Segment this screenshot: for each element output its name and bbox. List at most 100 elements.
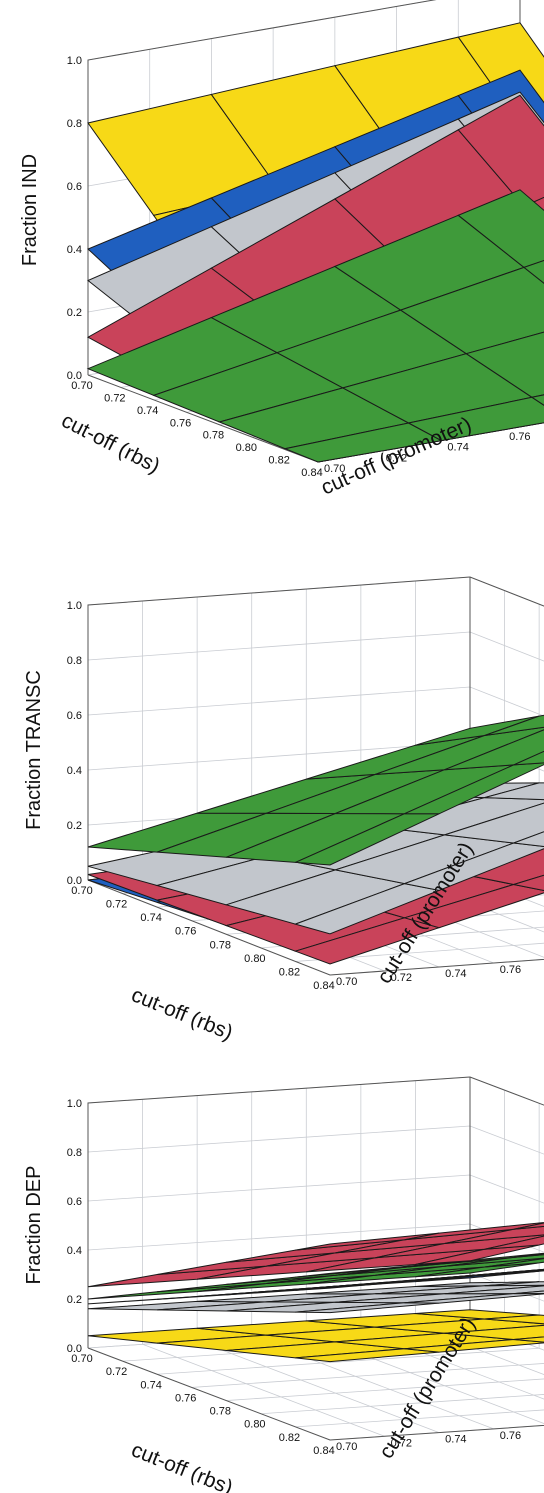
wall-grid-line [87,631,544,662]
y-tick-label: 0.0 [67,370,82,382]
rbs-tick-label: 0.80 [236,442,257,454]
surface-patch [513,1268,544,1273]
floor-grid-line [295,942,544,962]
surface-patch [513,750,544,766]
y-tick-label: 0.6 [67,710,82,722]
surface-patch [513,1252,544,1258]
rbs-tick-label: 0.76 [175,1392,196,1404]
y-tick-label: 0.2 [67,1294,82,1306]
y-tick-label: 0.8 [67,1147,82,1159]
promoter-tick-label: 0.72 [386,452,407,464]
chart-fraction-transc: 1.00.80.60.40.20.00.700.720.740.760.780.… [23,576,544,1045]
rbs-tick-label: 0.82 [279,966,300,978]
surface-patch [522,259,544,284]
rbs-tick-label: 0.76 [170,417,191,429]
surface-patch [484,1258,544,1268]
rbs-tick-label: 0.84 [301,467,322,479]
promoter-tick-label: 0.72 [391,1437,412,1449]
promoter-tick-label: 0.76 [500,964,521,976]
promoter-tick-label: 0.74 [445,1434,466,1446]
rbs-tick-label: 0.84 [313,1445,334,1457]
surface-patch [484,714,544,736]
surface-patch [444,729,544,771]
surface-patch [530,394,544,406]
surface-yellow [87,1309,544,1363]
surface-patch [404,1268,544,1282]
surface-patch [513,874,544,892]
rbs-tick-label: 0.78 [210,939,231,951]
wall-grid-line [87,1125,544,1155]
y-axis-title: Fraction TRANSC [23,670,45,830]
surface-patch [513,1290,544,1295]
rbs-tick-label: 0.74 [140,912,161,924]
floor-grid-line [197,1340,440,1433]
surface-patch [375,1318,544,1334]
surface-patch [465,331,544,398]
y-tick-label: 0.6 [67,1196,82,1208]
rbs-tick-label: 0.82 [279,1432,300,1444]
surface-patch [404,1293,544,1304]
y-tick-label: 1.0 [67,55,82,67]
promoter-tick-label: 0.74 [447,442,468,454]
rbs-tick-label: 0.74 [137,405,158,417]
rbs-axis-title: cut-off (rbs) [128,983,236,1044]
y-tick-label: 0.8 [67,118,82,130]
surface-patch [375,1284,544,1295]
chart-fraction-dep: 1.00.80.60.40.20.00.700.720.740.760.780.… [23,1076,544,1493]
surface-patch [404,1222,544,1241]
axis-frame [87,576,544,976]
y-tick-label: 0.4 [67,244,82,256]
promoter-tick-label: 0.72 [391,972,412,984]
surface-blue [87,1268,544,1305]
promoter-tick-label: 0.70 [336,1441,357,1453]
surface-green [86,189,544,463]
rbs-tick-label: 0.84 [313,980,334,992]
rbs-tick-label: 0.72 [104,392,125,404]
rbs-tick-label: 0.78 [203,430,224,442]
surface-patch [444,802,544,844]
y-tick-label: 0.8 [67,655,82,667]
y-tick-label: 1.0 [67,600,82,612]
surface-patch [444,1285,544,1295]
rbs-tick-label: 0.70 [71,380,92,392]
floor-grid-line [295,1409,544,1428]
rbs-axis-title: cut-off (rbs) [128,1438,236,1493]
surface-patch [513,1336,544,1343]
surface-patch [404,1338,544,1353]
rbs-tick-label: 0.70 [71,1353,92,1365]
surface-patch [404,762,544,815]
wall-grid-line [87,1076,544,1106]
surface-patch [444,1324,544,1341]
surface-gray [87,782,544,935]
surface-patch [402,883,544,929]
rbs-tick-label: 0.80 [244,953,265,965]
rbs-tick-label: 0.80 [244,1419,265,1431]
y-tick-label: 0.0 [67,1343,82,1355]
y-tick-label: 0.0 [67,875,82,887]
surface-patch [513,831,544,848]
surface-patch [484,782,544,801]
rbs-tick-label: 0.72 [106,1366,127,1378]
wall-grid-line [87,576,544,607]
surface-patch [457,189,544,268]
rbs-tick-label: 0.78 [210,1406,231,1418]
promoter-tick-label: 0.74 [445,968,466,980]
rbs-tick-label: 0.74 [140,1379,161,1391]
surface-patch [513,1222,544,1230]
surface-patch [484,1281,544,1287]
y-axis-title: Fraction IND [19,154,41,266]
promoter-tick-label: 0.70 [324,463,345,475]
y-tick-label: 0.4 [67,1245,82,1257]
rbs-axis-title: cut-off (rbs) [58,409,164,478]
y-axis-title: Fraction DEP [23,1166,45,1285]
floor-grid-line [142,1343,385,1437]
surface-patch [375,1234,544,1259]
y-tick-label: 0.2 [67,307,82,319]
promoter-tick-label: 0.76 [500,1430,521,1442]
rbs-tick-label: 0.82 [268,455,289,467]
chart-fraction-ind: 1.00.80.60.40.20.00.700.720.740.760.780.… [19,0,544,500]
surface-patch [375,726,544,775]
floor-grid-line [260,1394,544,1415]
axis-frame [87,1076,544,1441]
